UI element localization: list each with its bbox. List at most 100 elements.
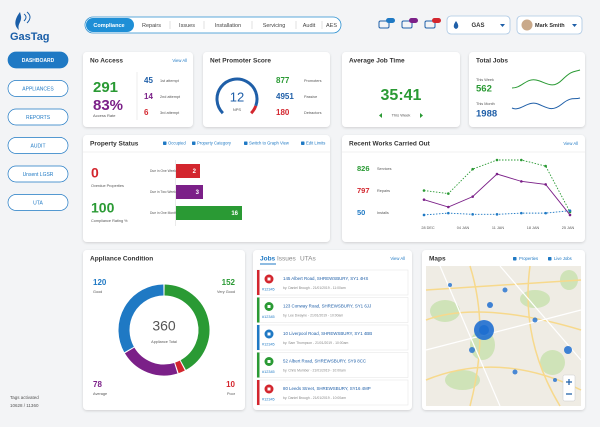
notification-badge [409, 18, 418, 23]
nav-tab[interactable]: Issues [179, 23, 195, 29]
jobs-tab[interactable]: Issues [277, 256, 297, 263]
job-icon-glyph [267, 305, 271, 308]
nav-tab[interactable]: Repairs [142, 23, 161, 29]
attempt-label: 1st attempt [160, 79, 180, 83]
total-jobs-card [469, 52, 585, 127]
attempt-value: 6 [144, 108, 149, 117]
sidebar-button-label[interactable]: APPLIANCES [22, 86, 54, 92]
nps-stat-value: 180 [276, 108, 290, 117]
link[interactable]: View All [563, 141, 578, 146]
map-road [425, 311, 582, 331]
logo-text: GasTag [10, 31, 50, 43]
map-marker[interactable] [502, 287, 508, 293]
map-marker[interactable] [469, 347, 475, 353]
map-marker[interactable] [553, 378, 557, 382]
card-title: No Access [90, 58, 123, 65]
job-by: by. Daniel Brough - 21/01/2019 - 11:00am [283, 286, 346, 290]
donut-segment [175, 360, 185, 374]
nav-tab-active[interactable] [86, 18, 134, 32]
job-color-bar [257, 380, 260, 405]
nps-stat-value: 877 [276, 76, 290, 85]
link[interactable]: Switch to Graph View [249, 141, 290, 146]
works-stat-label: Repairs [377, 189, 390, 193]
sidebar-button-label[interactable]: REPORTS [26, 115, 51, 121]
sidebar-button[interactable] [7, 108, 69, 126]
sidebar-button[interactable] [7, 80, 69, 97]
map-marker[interactable] [487, 302, 493, 308]
sidebar-button-label[interactable]: AUDIT [31, 143, 46, 149]
tags-label: Tags activated [10, 395, 39, 400]
map-road [425, 309, 582, 351]
link-icon [548, 257, 552, 261]
job-item[interactable] [256, 352, 409, 378]
recent-works-card [342, 135, 585, 242]
notification-badge [432, 18, 441, 23]
sidebar-button[interactable] [7, 165, 69, 183]
fuel-dropdown[interactable] [446, 15, 511, 35]
link[interactable]: Properties [519, 256, 538, 261]
sidebar-button[interactable] [7, 51, 69, 69]
zoom-control[interactable] [562, 374, 576, 402]
map-marker[interactable] [532, 317, 538, 323]
sidebar-button[interactable] [7, 137, 69, 154]
link[interactable]: View All [390, 256, 405, 261]
segment-label: Average [93, 392, 107, 396]
nav-tab[interactable]: Servicing [263, 23, 286, 29]
nps-label: NPS [233, 107, 242, 112]
map-marker[interactable] [512, 369, 518, 375]
avg-job-card [342, 52, 460, 127]
line-point [520, 158, 523, 162]
jobs-tab[interactable]: UTAs [300, 256, 317, 263]
compliance-label: Compliance Rating % [91, 219, 128, 223]
map-road [499, 265, 582, 361]
nav-tab[interactable]: AES [326, 23, 337, 29]
job-item[interactable] [256, 297, 409, 323]
access-rate: 83% [93, 97, 123, 114]
sidebar-button-label[interactable]: DASHBOARD [22, 58, 55, 64]
map-marker[interactable] [564, 346, 572, 354]
notification-icon[interactable] [378, 20, 390, 29]
next-arrow[interactable] [420, 113, 423, 118]
avatar [521, 19, 533, 31]
link[interactable]: Occupied [168, 141, 186, 146]
sidebar-button-label[interactable]: UTA [33, 200, 43, 206]
notification-icon[interactable] [401, 20, 413, 29]
link[interactable]: Live Jobs [554, 256, 572, 261]
sidebar-button[interactable] [7, 194, 69, 211]
link[interactable]: View All [172, 58, 187, 63]
logo-icon [15, 12, 22, 30]
nav-tab[interactable]: Compliance [93, 23, 124, 29]
nps-stat-label: Promoters [304, 79, 322, 83]
jobs-tab[interactable]: Jobs [260, 256, 276, 263]
prev-arrow[interactable] [379, 113, 382, 118]
nav-tab[interactable]: Installation [215, 23, 241, 29]
map-marker[interactable] [479, 325, 489, 335]
overdue-label: Overdue Properties [91, 184, 124, 188]
map-park [560, 270, 578, 290]
job-id: #12345 [262, 315, 275, 319]
gauge-track [215, 77, 259, 115]
job-icon-glyph [267, 332, 271, 336]
link[interactable]: Edit Limits [306, 141, 325, 146]
bar-label: Due in One Month [150, 211, 177, 215]
sidebar-button-label[interactable]: Unsent LGSR [23, 172, 54, 178]
job-item[interactable] [256, 324, 409, 351]
month-value: 1988 [476, 109, 497, 120]
job-address: 52 Albert Road, SHREWSBURY, SY9 8CC [283, 359, 366, 364]
notification-icon[interactable] [424, 20, 436, 29]
card-title: Total Jobs [476, 58, 508, 65]
job-color-bar [257, 352, 260, 378]
segment-value: 120 [93, 278, 107, 287]
nav-tab[interactable]: Audit [303, 23, 316, 29]
user-dropdown[interactable] [516, 15, 583, 35]
line-point [471, 195, 474, 198]
map-marker[interactable] [448, 283, 452, 287]
compliance-rating: 100 [91, 200, 115, 216]
job-item[interactable] [256, 269, 409, 296]
card-title: Net Promoter Score [210, 58, 271, 65]
link[interactable]: Property Category [197, 141, 232, 146]
job-item[interactable] [256, 379, 409, 406]
job-color-bar [257, 270, 260, 295]
